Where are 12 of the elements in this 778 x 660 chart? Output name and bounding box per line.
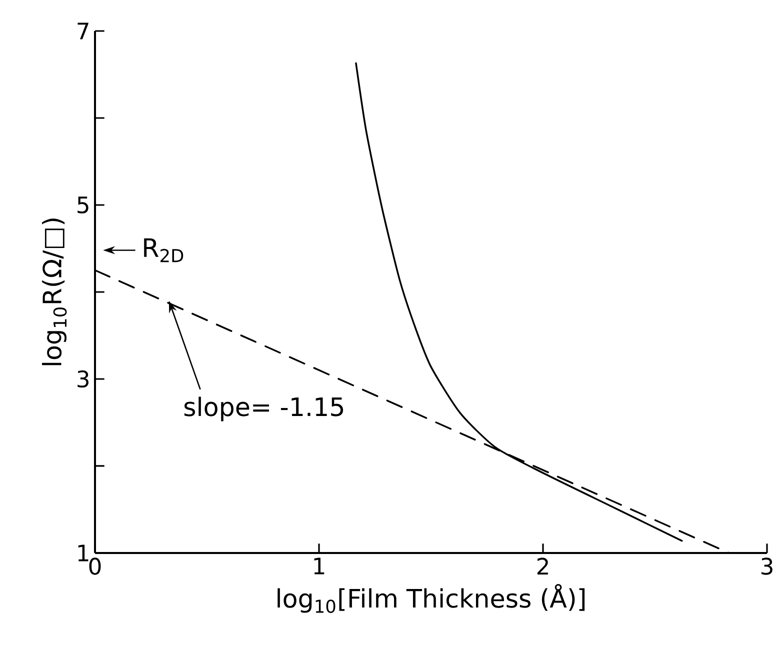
y-tick-label: 1 <box>78 544 88 562</box>
y-tick-label: 7 <box>78 22 88 40</box>
x-axis-title: log$_{10}$[Film Thickness (Å)] <box>278 584 585 613</box>
x-tick-label: 3 <box>762 558 772 575</box>
annotation: slope= -1.15 <box>184 396 344 422</box>
x-tick-label: 2 <box>537 558 548 575</box>
x-tick-label: 0 <box>89 558 101 575</box>
annotation: R$_{2D}$ <box>144 238 184 262</box>
y-axis-title: log$_{10}$R(Ω/□) <box>42 218 67 366</box>
y-tick-label: 3 <box>78 370 88 388</box>
x-tick-label: 1 <box>314 558 324 574</box>
y-tick-label: 5 <box>78 196 88 214</box>
